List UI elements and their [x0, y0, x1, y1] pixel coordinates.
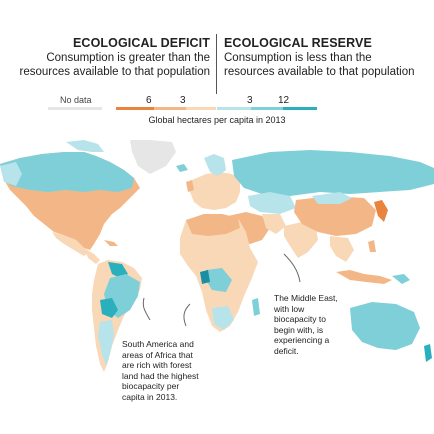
- korea-japan: [374, 200, 388, 222]
- annotation-line: South America and: [122, 339, 194, 349]
- annotation-south-america: South America and areas of Africa that a…: [120, 338, 201, 403]
- mongolia: [312, 192, 352, 204]
- southern-cone: [98, 320, 114, 366]
- annotation-line: capita in 2013.: [122, 391, 178, 402]
- south-asia: [284, 222, 318, 258]
- scandinavia: [204, 154, 226, 176]
- australia-region: [350, 302, 420, 350]
- legend-header: ECOLOGICAL DEFICIT Consumption is greate…: [0, 36, 434, 86]
- southern-africa: [212, 306, 234, 330]
- annotation-line: deficit.: [274, 345, 299, 356]
- arctic-islands: [66, 140, 104, 152]
- central-america: [84, 248, 100, 264]
- arrow-middle-east: [283, 253, 301, 283]
- iceland: [176, 164, 188, 172]
- legend-caption: Global hectares per capita in 2013: [148, 115, 286, 125]
- reserve-mid-swatch: [251, 107, 283, 110]
- iran-region: [262, 214, 286, 234]
- reserve-strong-swatch: [283, 107, 317, 110]
- no-data-label: No data: [60, 95, 92, 105]
- annotation-line: with low: [274, 303, 305, 314]
- arrow-africa: [183, 303, 191, 327]
- central-africa-forest: [206, 268, 232, 292]
- caribbean: [104, 240, 118, 246]
- reserve-desc-line1: Consumption is less than the: [224, 52, 372, 64]
- deficit-desc-line2: resources available to that population: [19, 65, 210, 78]
- gabon-congo: [200, 270, 210, 284]
- annotation-line: areas of Africa that: [122, 349, 193, 360]
- annotation-line: land had the highest: [122, 370, 199, 381]
- papua: [392, 274, 410, 284]
- deficit-desc-line1: Consumption is greater than the: [46, 52, 210, 64]
- deficit-light-swatch: [186, 107, 216, 110]
- tick-reserve-12: 12: [278, 95, 290, 106]
- deficit-title: ECOLOGICAL DEFICIT: [73, 36, 210, 50]
- legend-divider: [216, 34, 217, 94]
- southeast-asia: [330, 236, 354, 262]
- annotation-line: biocapacity to: [274, 314, 326, 324]
- new-zealand: [424, 344, 432, 362]
- annotation-line: experiencing a: [274, 335, 330, 345]
- bolivia-region: [100, 298, 118, 318]
- philippines: [368, 240, 376, 252]
- annotation-line: biocapacity per: [122, 381, 180, 391]
- deficit-mid-swatch: [154, 107, 186, 110]
- deficit-column: ECOLOGICAL DEFICIT Consumption is greate…: [19, 36, 210, 79]
- world-map: [0, 140, 434, 372]
- madagascar: [252, 298, 260, 316]
- uk-ireland: [186, 180, 194, 192]
- reserve-desc-line2: resources available to that population: [224, 65, 415, 78]
- europe-landmass: [190, 172, 240, 210]
- color-legend: No data 6 3 3 12 Global hectares per cap…: [0, 92, 434, 132]
- canada-region: [0, 152, 134, 192]
- annotation-middle-east: The Middle East, with low biocapacity to…: [272, 292, 340, 357]
- indonesia-islands: [336, 270, 392, 284]
- tick-deficit-3: 3: [180, 95, 186, 106]
- deficit-strong-swatch: [116, 107, 154, 110]
- greenland: [130, 140, 176, 174]
- tick-reserve-3: 3: [247, 95, 253, 106]
- reserve-light-swatch: [217, 107, 251, 110]
- annotation-line: The Middle East,: [274, 293, 338, 303]
- alaska-region: [0, 162, 22, 186]
- russia-region: [232, 150, 434, 196]
- south-america-north-forest: [108, 262, 128, 278]
- arrow-south-america: [142, 297, 151, 321]
- reserve-column: ECOLOGICAL RESERVE Consumption is less t…: [224, 36, 415, 79]
- tick-deficit-6: 6: [146, 95, 152, 106]
- annotation-line: are rich with forest: [122, 360, 192, 370]
- reserve-title: ECOLOGICAL RESERVE: [224, 36, 372, 50]
- mexico-region: [52, 232, 90, 256]
- china-region: [294, 196, 376, 236]
- north-africa: [186, 214, 240, 236]
- annotation-line: begin with, is: [274, 324, 324, 335]
- kazakhstan-central-asia: [248, 192, 296, 214]
- no-data-swatch: [48, 107, 102, 110]
